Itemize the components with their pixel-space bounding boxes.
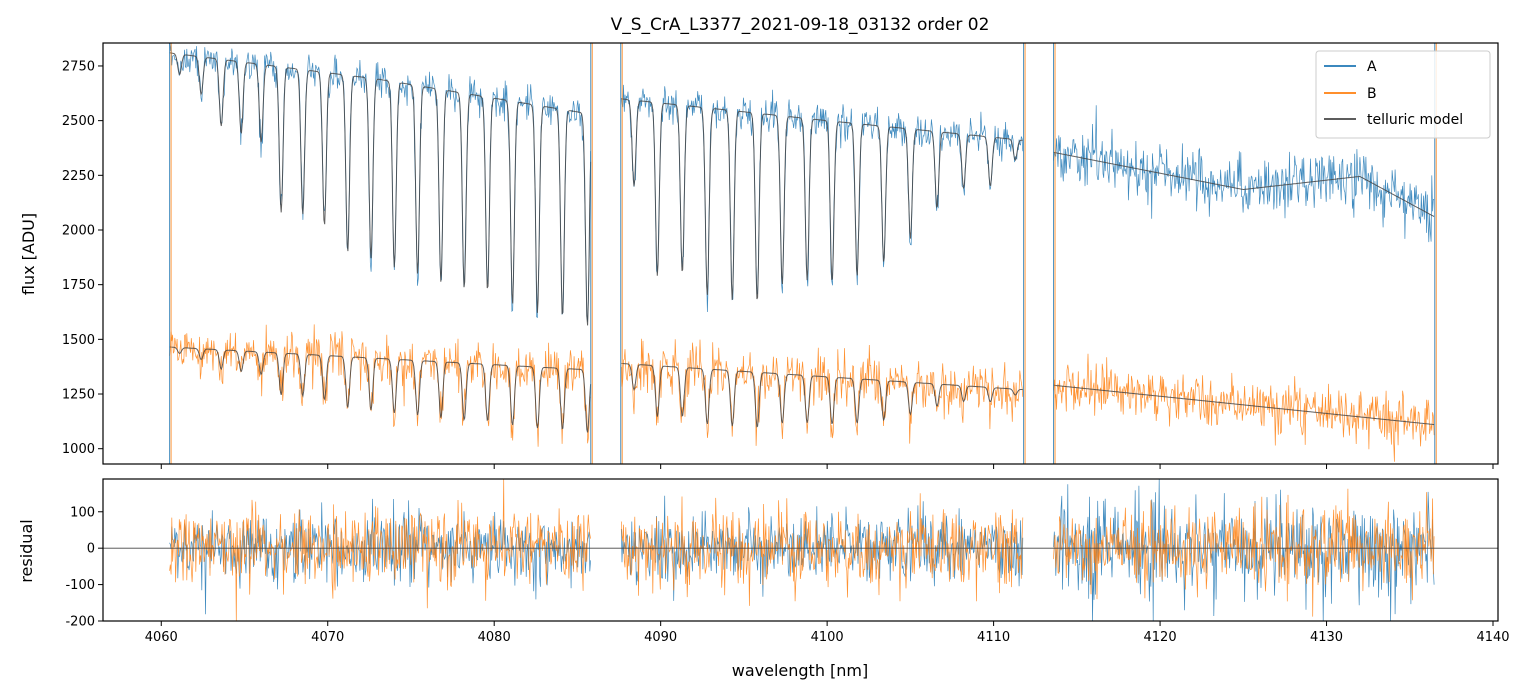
residual-x-tick-label: 4070 [311, 630, 344, 645]
flux-y-tick-label: 1000 [62, 442, 95, 457]
residual-axes-frame [102, 478, 1499, 622]
telluric-model-b-line [169, 346, 1435, 433]
x-axis-label: wavelength [nm] [732, 661, 869, 680]
telluric-model-a-line [169, 52, 1435, 326]
residual-y-tick-label: 0 [87, 542, 95, 557]
flux-panel: 1000 1250 1500 1750 2000 2250 2500 2750 flux [A… [19, 42, 1499, 469]
flux-y-tick-label: 1750 [62, 278, 95, 293]
residual-x-tick-label: 4080 [478, 630, 511, 645]
flux-y-tick-label: 1250 [62, 388, 95, 403]
residual-y-axis-label: residual [17, 519, 36, 582]
residual-x-tick-label: 4130 [1310, 630, 1343, 645]
flux-y-tick-label: 2750 [62, 59, 95, 74]
residual-y-tick-label: -100 [65, 578, 95, 593]
legend-label-a: A [1367, 59, 1377, 75]
flux-y-tick-label: 2500 [62, 114, 95, 129]
flux-axes-frame [102, 42, 1499, 465]
legend-box [1315, 50, 1491, 139]
flux-y-ticks: 1000 1250 1500 1750 2000 2250 2500 2750 [62, 59, 103, 457]
residual-x-ticks: 4060 4070 4080 4090 4100 4110 4120 4130 4140 [145, 621, 1510, 645]
series-b-line [169, 324, 1435, 462]
residual-y-tick-label: 100 [70, 505, 95, 520]
residual-x-tick-label: 4100 [811, 630, 844, 645]
chart-title: V_S_CrA_L3377_2021-09-18_03132 order 02 [611, 15, 990, 35]
residual-b-line [169, 479, 1435, 621]
flux-y-tick-label: 2250 [62, 169, 95, 184]
residual-x-tick-label: 4140 [1476, 630, 1509, 645]
residual-x-tick-label: 4090 [644, 630, 677, 645]
flux-y-tick-label: 2000 [62, 223, 95, 238]
residual-y-ticks: -200 -100 0 100 [65, 505, 103, 630]
flux-y-tick-label: 1500 [62, 333, 95, 348]
flux-series-group [169, 43, 1437, 464]
residual-series-group [103, 479, 1498, 621]
residual-y-tick-label: -200 [65, 615, 95, 630]
legend-label-b: B [1367, 86, 1377, 102]
flux-y-axis-label: flux [ADU] [19, 213, 38, 295]
residual-x-tick-label: 4060 [145, 630, 178, 645]
residual-x-tick-label: 4120 [1144, 630, 1177, 645]
flux-x-ticks [160, 464, 1494, 469]
residual-panel: -200 -100 0 100 4060 4070 4080 4090 4100 4110 412… [17, 478, 1510, 680]
residual-x-tick-label: 4110 [977, 630, 1010, 645]
legend: A B telluric model [1315, 50, 1491, 139]
legend-label-telluric-model: telluric model [1367, 112, 1463, 128]
